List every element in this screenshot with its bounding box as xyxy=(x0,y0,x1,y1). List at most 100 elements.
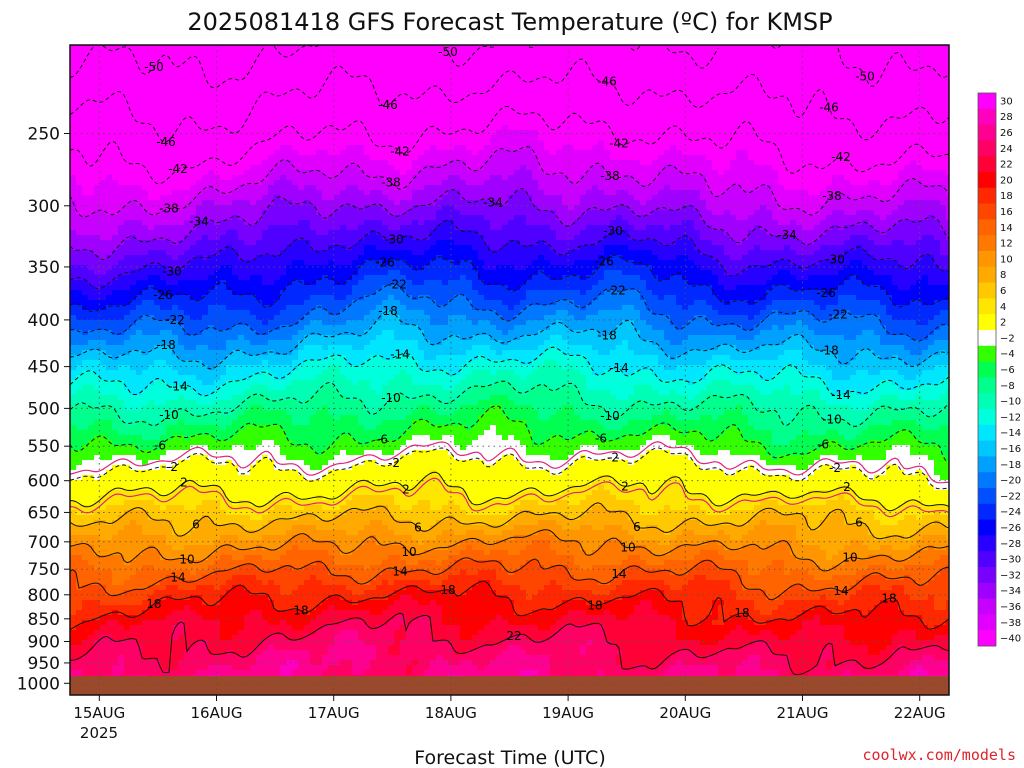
field-cell xyxy=(106,320,113,326)
field-cell xyxy=(202,300,209,306)
field-cell xyxy=(268,640,275,646)
field-cell xyxy=(100,630,107,636)
field-cell xyxy=(274,555,281,561)
field-cell xyxy=(298,295,305,301)
field-cell xyxy=(256,225,263,231)
field-cell xyxy=(112,505,119,511)
field-cell xyxy=(76,440,83,446)
field-cell xyxy=(238,575,245,581)
field-cell xyxy=(208,180,215,186)
field-cell xyxy=(232,395,239,401)
field-cell xyxy=(226,260,233,266)
field-cell xyxy=(238,300,245,306)
field-cell xyxy=(76,630,83,636)
field-cell xyxy=(286,420,293,426)
field-cell xyxy=(112,195,119,201)
field-cell xyxy=(70,515,77,521)
field-cell xyxy=(190,100,197,106)
field-cell xyxy=(112,155,119,161)
field-cell xyxy=(196,135,203,141)
field-cell xyxy=(226,315,233,321)
field-cell xyxy=(274,520,281,526)
field-cell xyxy=(100,240,107,246)
field-cell xyxy=(100,625,107,631)
field-cell xyxy=(238,665,245,671)
field-cell xyxy=(298,75,305,81)
field-cell xyxy=(172,285,179,291)
field-cell xyxy=(280,515,287,521)
field-cell xyxy=(82,360,89,366)
field-cell xyxy=(256,585,263,591)
field-cell xyxy=(94,385,101,391)
field-cell xyxy=(208,500,215,506)
field-cell xyxy=(244,620,251,626)
field-cell xyxy=(124,175,131,181)
field-cell xyxy=(172,655,179,661)
field-cell xyxy=(82,455,89,461)
field-cell xyxy=(256,105,263,111)
field-cell xyxy=(220,240,227,246)
field-cell xyxy=(100,80,107,86)
field-cell xyxy=(130,80,137,86)
field-cell xyxy=(262,130,269,136)
field-cell xyxy=(106,235,113,241)
field-cell xyxy=(160,230,167,236)
field-cell xyxy=(250,395,257,401)
field-cell xyxy=(88,135,95,141)
field-cell xyxy=(220,345,227,351)
field-cell xyxy=(178,515,185,521)
field-cell xyxy=(238,670,245,676)
field-cell xyxy=(136,340,143,346)
field-cell xyxy=(202,285,209,291)
field-cell xyxy=(262,100,269,106)
field-cell xyxy=(262,580,269,586)
field-cell xyxy=(184,65,191,71)
field-cell xyxy=(214,380,221,386)
field-cell xyxy=(136,395,143,401)
field-cell xyxy=(106,625,113,631)
field-cell xyxy=(262,605,269,611)
field-cell xyxy=(214,375,221,381)
field-cell xyxy=(286,510,293,516)
field-cell xyxy=(124,250,131,256)
field-cell xyxy=(124,70,131,76)
field-cell xyxy=(280,300,287,306)
field-cell xyxy=(106,310,113,316)
field-cell xyxy=(112,585,119,591)
field-cell xyxy=(184,590,191,596)
field-cell xyxy=(298,665,305,671)
field-cell xyxy=(202,525,209,531)
field-cell xyxy=(184,495,191,501)
field-cell xyxy=(244,250,251,256)
field-cell xyxy=(208,405,215,411)
field-cell xyxy=(202,150,209,156)
field-cell xyxy=(214,535,221,541)
field-cell xyxy=(226,595,233,601)
field-cell xyxy=(118,175,125,181)
field-cell xyxy=(136,335,143,341)
field-cell xyxy=(142,665,149,671)
field-cell xyxy=(76,545,83,551)
field-cell xyxy=(154,100,161,106)
field-cell xyxy=(178,350,185,356)
field-cell xyxy=(106,500,113,506)
field-cell xyxy=(238,50,245,56)
field-cell xyxy=(274,360,281,366)
field-cell xyxy=(226,275,233,281)
field-cell xyxy=(250,620,257,626)
field-cell xyxy=(196,185,203,191)
field-cell xyxy=(286,340,293,346)
field-cell xyxy=(298,135,305,141)
field-cell xyxy=(220,430,227,436)
field-cell xyxy=(106,275,113,281)
field-cell xyxy=(292,260,299,266)
field-cell xyxy=(202,355,209,361)
field-cell xyxy=(220,535,227,541)
field-cell xyxy=(226,405,233,411)
field-cell xyxy=(226,430,233,436)
field-cell xyxy=(130,250,137,256)
field-cell xyxy=(292,660,299,666)
field-cell xyxy=(274,320,281,326)
field-cell xyxy=(202,565,209,571)
field-cell xyxy=(226,295,233,301)
